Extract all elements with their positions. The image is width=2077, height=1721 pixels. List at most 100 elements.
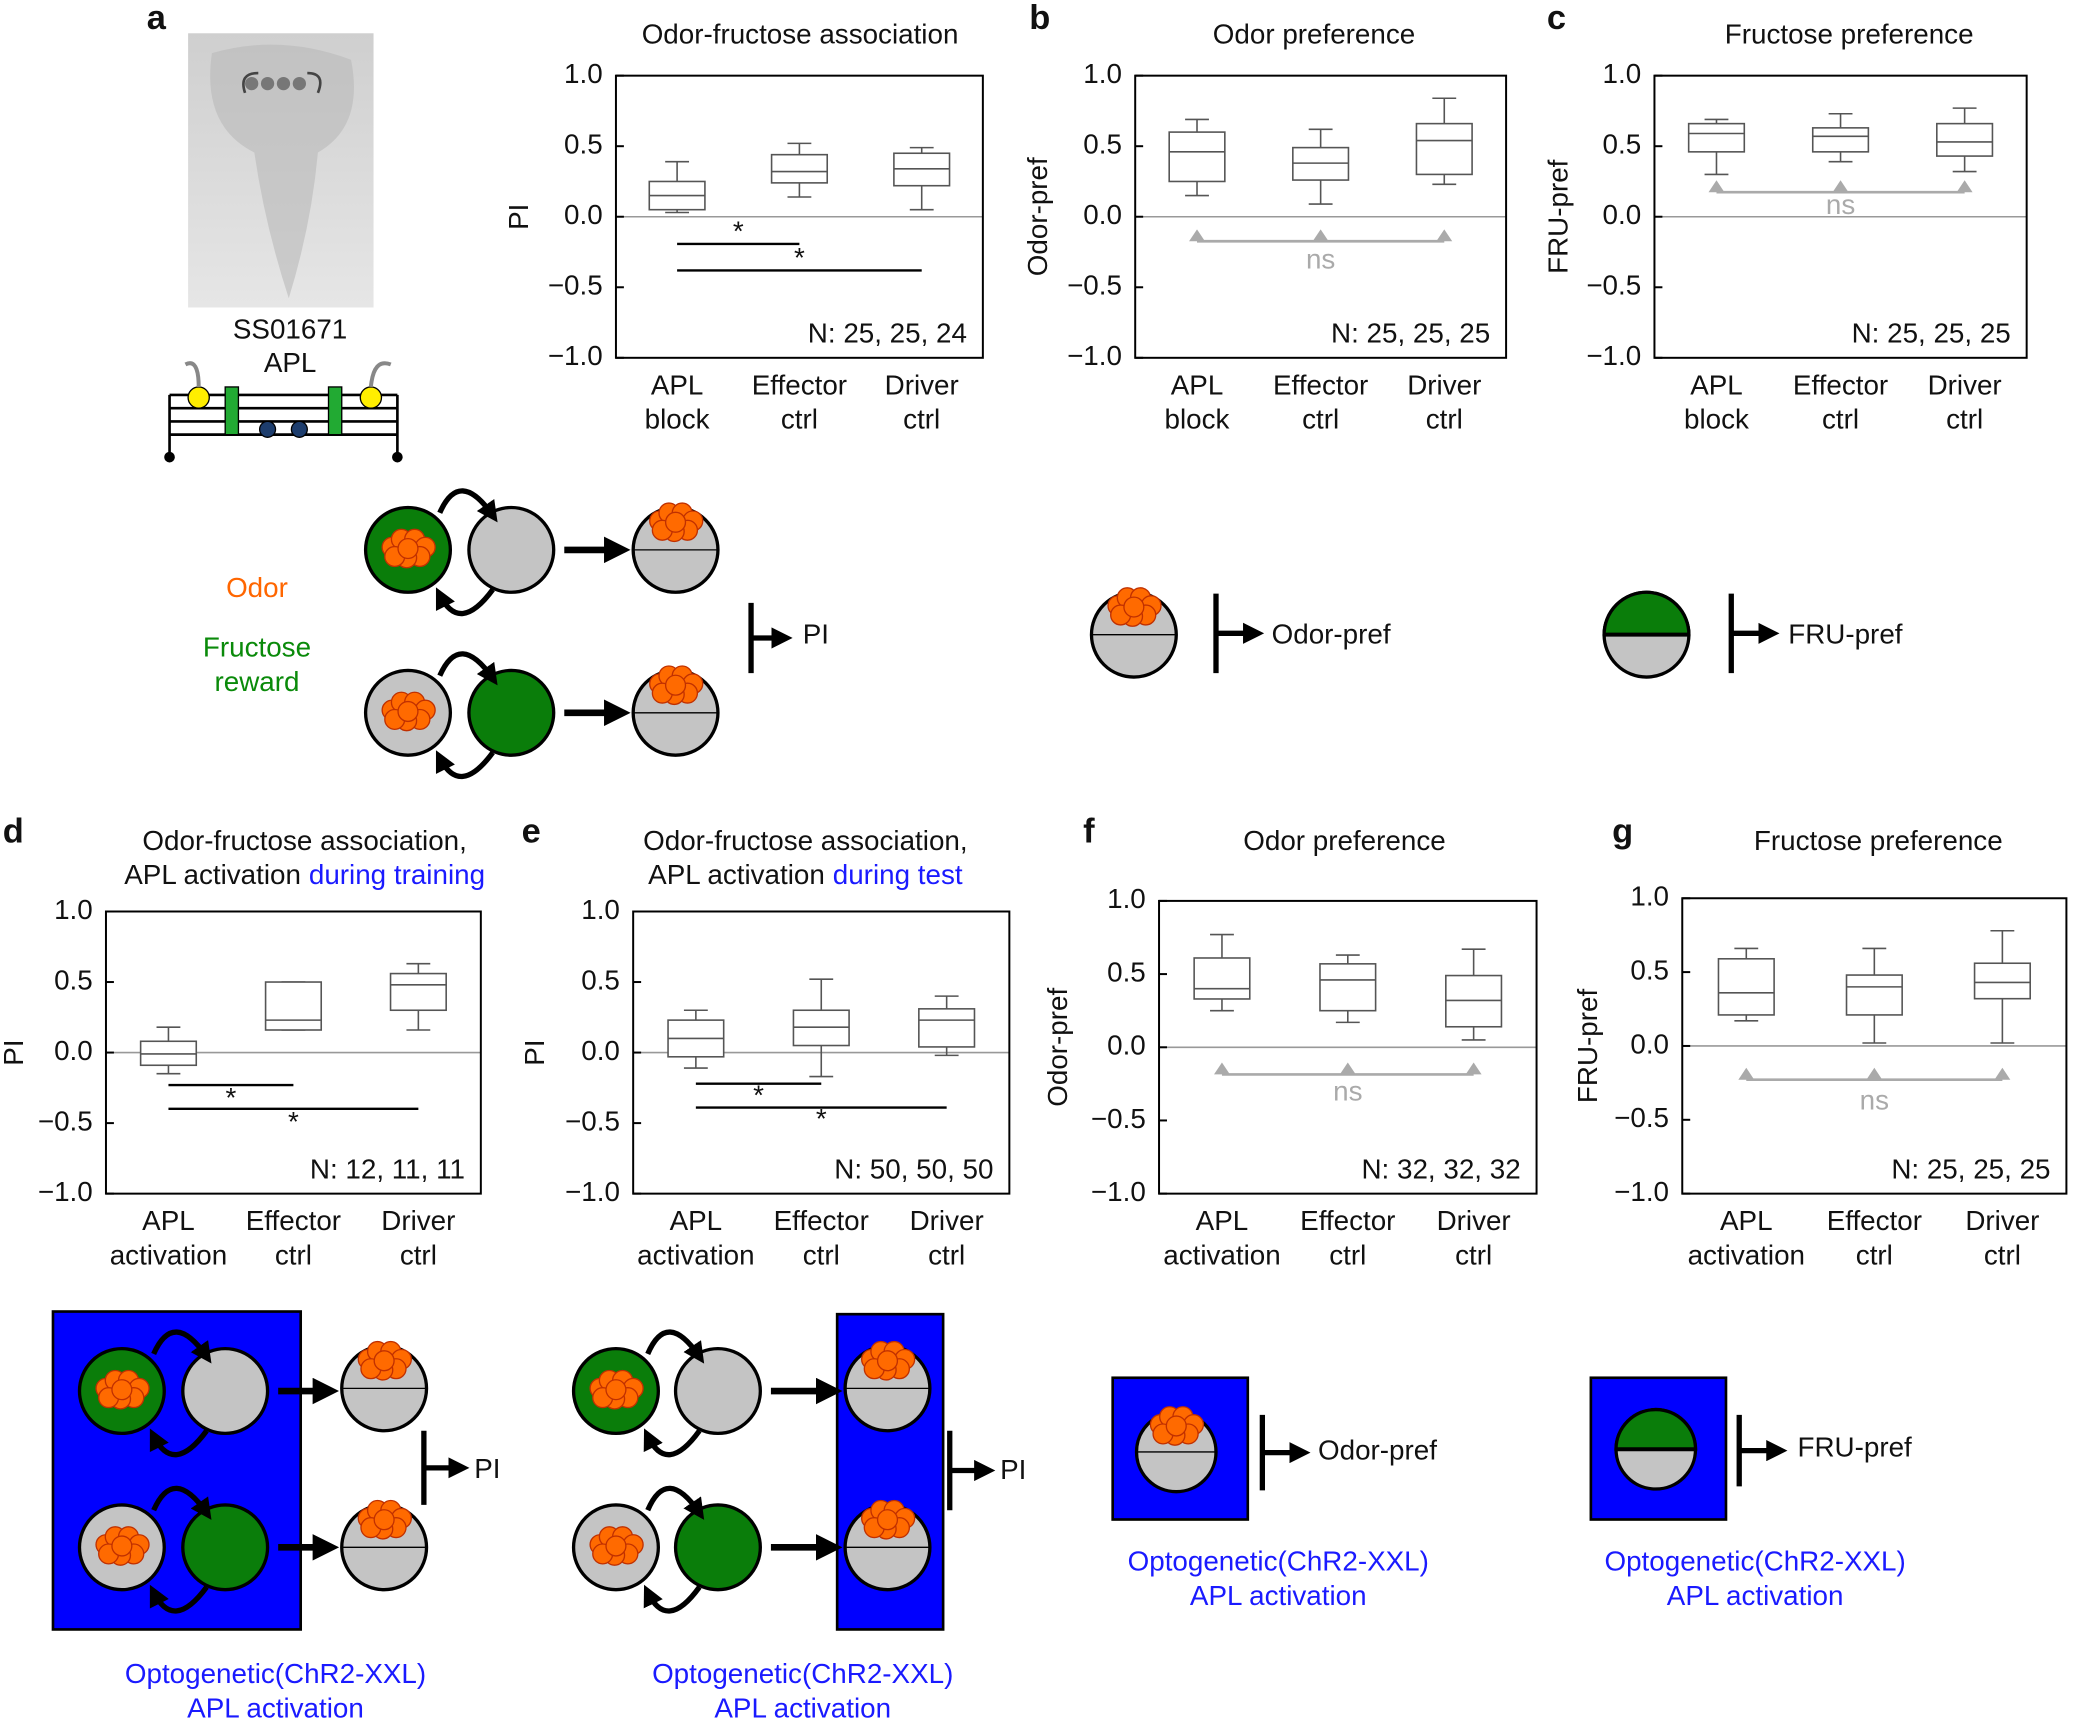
transfer-arrow [435, 750, 495, 780]
x-tick-label: APL [1171, 369, 1224, 400]
significance: * [794, 242, 805, 273]
x-tick-label: Effector [774, 1205, 869, 1236]
y-tick-label: 1.0 [1107, 883, 1146, 914]
transfer-arrow [643, 1428, 702, 1458]
chart-subtitle: APL activation during training [124, 859, 485, 890]
brain-lobe [245, 76, 259, 91]
y-tick-label: −1.0 [38, 1176, 93, 1207]
x-tick-label: Driver [1407, 369, 1481, 400]
y-axis-label: PI [0, 1039, 29, 1065]
note: Optogenetic(ChR2-XXL) [125, 1658, 426, 1689]
x-tick-label: APL [1690, 369, 1743, 400]
odor [664, 674, 687, 696]
note: APL activation [187, 1693, 364, 1721]
x-tick-label: ctrl [1426, 404, 1463, 435]
y-tick-label: 0.5 [581, 964, 620, 995]
x-tick-label: APL [1720, 1205, 1773, 1236]
x-tick-label: ctrl [903, 404, 940, 435]
neuron-icon [187, 386, 210, 409]
ns-marker [1956, 180, 1973, 193]
subtitle-text: APL activation [124, 859, 301, 890]
ns-marker [1738, 1067, 1755, 1080]
y-tick-label: −1.0 [1067, 340, 1122, 371]
box [1936, 122, 1994, 157]
box [1415, 122, 1473, 176]
y-axis-label: FRU-pref [1572, 989, 1603, 1104]
sample-size: N: 50, 50, 50 [834, 1153, 993, 1184]
sample-size: N: 12, 11, 11 [310, 1153, 465, 1184]
x-tick-label: activation [110, 1240, 227, 1271]
x-tick-label: ctrl [1946, 404, 1983, 435]
ns-marker [1339, 1062, 1356, 1075]
y-tick-label: 0.0 [54, 1035, 93, 1066]
x-tick-label: ctrl [400, 1240, 437, 1271]
box [1193, 957, 1251, 1000]
significance: * [753, 1079, 764, 1110]
plate [181, 1503, 270, 1592]
x-tick-label: Effector [1793, 369, 1888, 400]
x-tick-label: activation [1688, 1240, 1805, 1271]
y-tick-label: 1.0 [1083, 58, 1122, 89]
x-tick-label: Driver [1965, 1205, 2039, 1236]
ns-marker [1994, 1067, 2011, 1080]
x-tick-label: ctrl [1822, 404, 1859, 435]
subtitle-highlight: during training [309, 859, 485, 890]
brain-lobe [292, 76, 306, 91]
sample-size: N: 25, 25, 25 [1891, 1153, 2050, 1184]
significance: ns [1333, 1075, 1362, 1106]
note: APL activation [1667, 1580, 1844, 1611]
x-tick-label: Effector [1827, 1205, 1922, 1236]
x-tick-label: block [1684, 404, 1749, 435]
ns-marker [1312, 229, 1329, 242]
note: Optogenetic(ChR2-XXL) [652, 1658, 953, 1689]
legend-odor: Odor [226, 572, 288, 603]
fly-body [210, 44, 354, 299]
y-tick-label: −0.5 [565, 1105, 620, 1136]
x-tick-label: Effector [752, 369, 847, 400]
ns-marker [1214, 1062, 1230, 1075]
y-tick-label: 0.0 [581, 1035, 620, 1066]
panel-label: a [147, 0, 167, 37]
panel-label: d [3, 812, 24, 850]
readout: FRU-pref [1798, 1432, 1913, 1463]
chart-title: Odor preference [1213, 18, 1415, 49]
y-tick-label: −1.0 [1091, 1176, 1146, 1207]
plot-frame [1134, 74, 1508, 359]
y-tick-label: 0.0 [1603, 199, 1642, 230]
x-tick-label: ctrl [781, 404, 818, 435]
odor [397, 700, 419, 723]
panel-label: g [1612, 812, 1633, 850]
transfer-arrow [645, 1329, 705, 1364]
readout: PI [474, 1453, 500, 1484]
odor [605, 1379, 627, 1401]
y-axis-label: PI [503, 204, 534, 230]
box [1973, 962, 2031, 1000]
chart-title: Fructose preference [1754, 825, 2003, 856]
transfer-arrow [643, 1584, 702, 1614]
subtitle-text: APL activation [648, 859, 825, 890]
x-tick-label: ctrl [1329, 1240, 1366, 1271]
y-tick-label: 0.5 [1083, 129, 1122, 160]
chart-subtitle: APL activation during test [648, 859, 963, 890]
neuron-icon [258, 420, 277, 438]
odor [664, 511, 687, 533]
y-tick-label: 0.5 [1107, 956, 1146, 987]
odor [605, 1535, 627, 1557]
odor [111, 1379, 133, 1401]
neuron-icon [224, 386, 240, 436]
y-tick-label: −1.0 [1614, 1176, 1669, 1207]
x-tick-label: activation [1163, 1240, 1280, 1271]
x-tick-label: Effector [246, 1205, 341, 1236]
chart-title: Odor-fructose association, [643, 825, 967, 856]
neuron-trace [242, 71, 322, 94]
y-tick-label: 0.0 [1107, 1030, 1146, 1061]
y-tick-label: −0.5 [1586, 270, 1641, 301]
transfer-arrow [151, 1329, 212, 1364]
sample-size: N: 25, 25, 24 [808, 318, 967, 349]
chart-title: Fructose preference [1725, 18, 1974, 49]
y-axis-label: Odor-pref [1022, 157, 1053, 276]
x-tick-label: Driver [910, 1205, 984, 1236]
y-tick-label: −1.0 [565, 1176, 620, 1207]
x-tick-label: ctrl [1856, 1240, 1893, 1271]
x-tick-label: Effector [1273, 369, 1368, 400]
